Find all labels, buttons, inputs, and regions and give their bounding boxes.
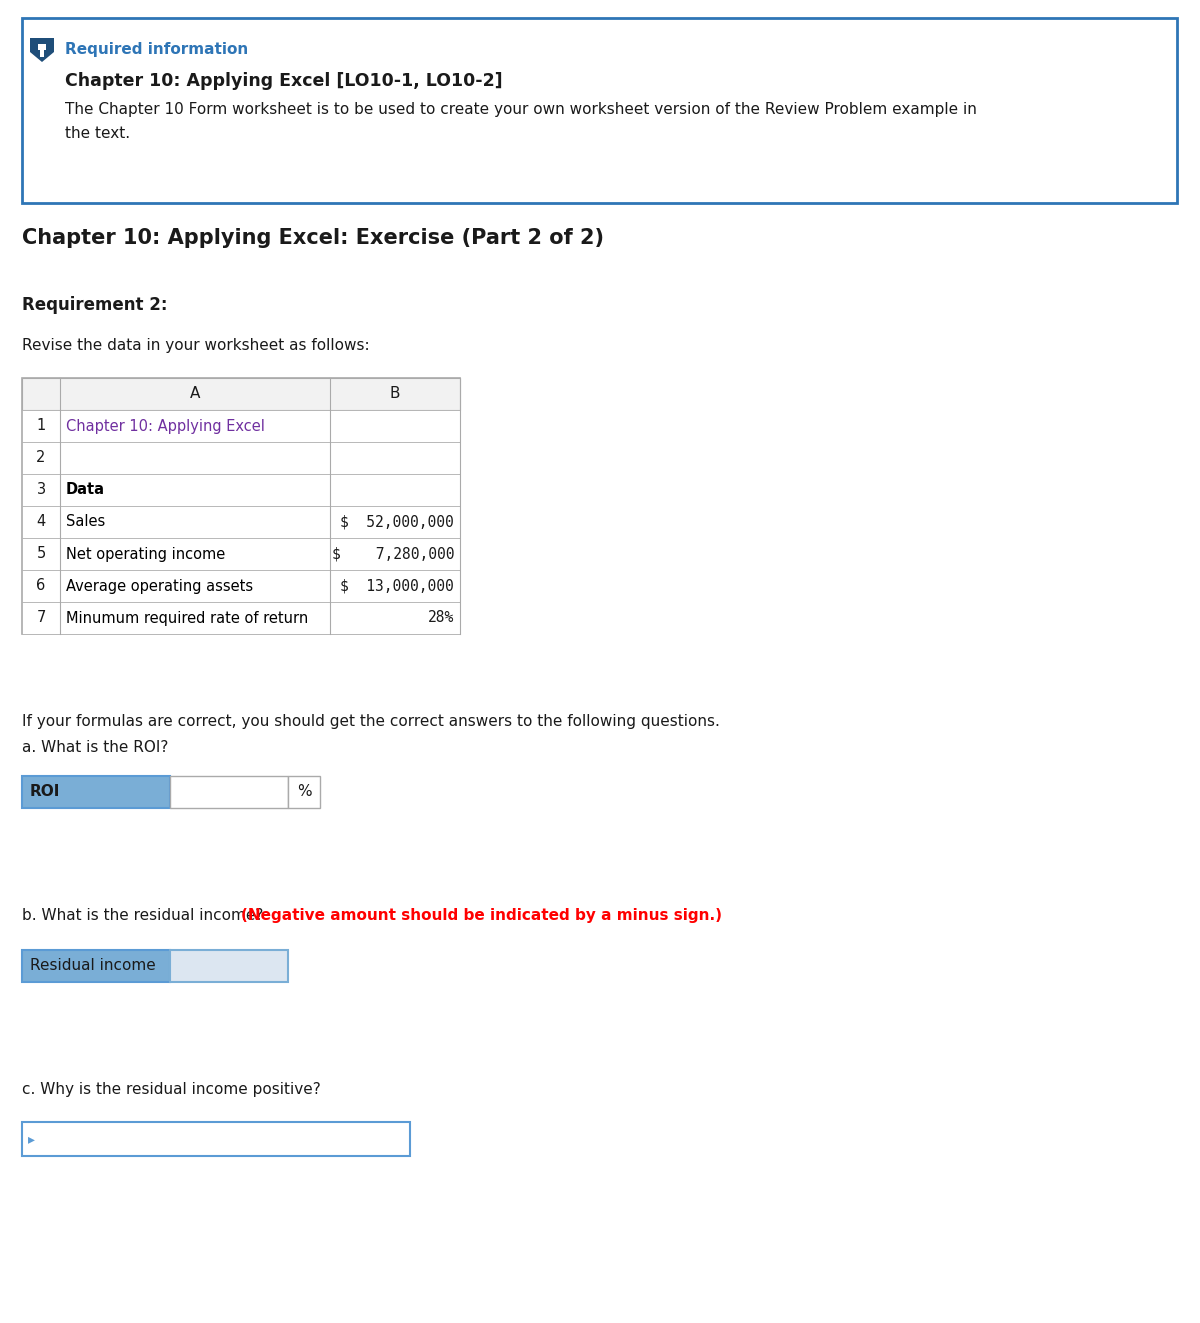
Text: c. Why is the residual income positive?: c. Why is the residual income positive? (22, 1082, 320, 1097)
Text: Chapter 10: Applying Excel: Chapter 10: Applying Excel (66, 418, 265, 434)
Bar (22, 538, 460, 570)
Text: 1: 1 (36, 418, 46, 434)
Polygon shape (38, 44, 46, 57)
Bar (22, 505, 460, 538)
Text: %: % (296, 785, 311, 799)
Text: 3: 3 (36, 483, 46, 497)
Bar (22, 474, 460, 505)
Bar (22, 19, 1177, 202)
Bar (22, 777, 170, 808)
Bar (170, 777, 288, 808)
Text: Required information: Required information (65, 42, 248, 57)
Text: Residual income: Residual income (30, 958, 156, 974)
Text: Net operating income: Net operating income (66, 546, 226, 561)
Text: Chapter 10: Applying Excel: Exercise (Part 2 of 2): Chapter 10: Applying Excel: Exercise (Pa… (22, 228, 604, 247)
Text: Sales: Sales (66, 515, 106, 529)
Text: 7: 7 (36, 610, 46, 626)
Text: ▸: ▸ (28, 1132, 35, 1146)
Text: 28%: 28% (427, 610, 454, 626)
Text: 6: 6 (36, 578, 46, 594)
Text: (Negative amount should be indicated by a minus sign.): (Negative amount should be indicated by … (241, 908, 722, 923)
Bar (22, 570, 460, 602)
Text: Data: Data (66, 483, 106, 497)
Text: 2: 2 (36, 451, 46, 466)
Text: $    7,280,000: $ 7,280,000 (331, 546, 454, 561)
Bar (170, 950, 288, 982)
Text: 5: 5 (36, 546, 46, 561)
Text: Requirement 2:: Requirement 2: (22, 296, 168, 314)
Bar (22, 950, 170, 982)
Bar (288, 777, 320, 808)
Text: b. What is the residual income?: b. What is the residual income? (22, 908, 269, 923)
Bar (22, 378, 460, 634)
Text: Minumum required rate of return: Minumum required rate of return (66, 610, 308, 626)
Bar (22, 378, 460, 410)
Text: The Chapter 10 Form worksheet is to be used to create your own worksheet version: The Chapter 10 Form worksheet is to be u… (65, 102, 977, 116)
Text: Chapter 10: Applying Excel [LO10-1, LO10-2]: Chapter 10: Applying Excel [LO10-1, LO10… (65, 71, 503, 90)
Text: ROI: ROI (30, 785, 60, 799)
Text: Average operating assets: Average operating assets (66, 578, 253, 594)
Bar (22, 442, 460, 474)
Polygon shape (30, 38, 54, 62)
Text: $  52,000,000: $ 52,000,000 (341, 515, 454, 529)
Bar (22, 602, 460, 634)
Text: A: A (190, 386, 200, 401)
Text: Revise the data in your worksheet as follows:: Revise the data in your worksheet as fol… (22, 337, 370, 353)
Text: B: B (390, 386, 401, 401)
Text: $  13,000,000: $ 13,000,000 (341, 578, 454, 594)
Bar (22, 410, 460, 442)
Text: the text.: the text. (65, 126, 130, 142)
Text: 4: 4 (36, 515, 46, 529)
Bar (22, 1122, 410, 1156)
Text: a. What is the ROI?: a. What is the ROI? (22, 740, 168, 755)
Text: If your formulas are correct, you should get the correct answers to the followin: If your formulas are correct, you should… (22, 714, 720, 729)
